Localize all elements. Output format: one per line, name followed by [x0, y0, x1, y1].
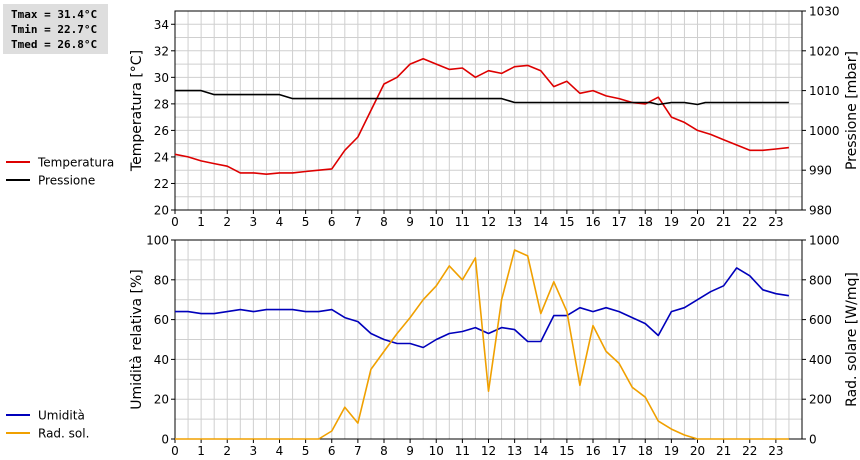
panel2-y-tick-label: 20: [154, 393, 169, 407]
panel1-series-pressione: [175, 89, 789, 106]
panel1-x-tick-label: 10: [429, 215, 444, 229]
panel2-x-tick-label: 10: [429, 444, 444, 458]
panel1-x-tick-label: 16: [585, 215, 600, 229]
panel2-series-rad-sol-: [175, 249, 789, 440]
panel1-x-tick-label: 3: [250, 215, 258, 229]
panel2-y2-tick-label: 1000: [809, 234, 840, 248]
panel1-x-tick-label: 4: [276, 215, 284, 229]
panel1-y-tick-label: 30: [154, 71, 169, 85]
panel2-y-tick-label: 80: [154, 273, 169, 287]
panel1-series-temperatura: [174, 57, 789, 175]
panel2-y2-tick-label: 400: [809, 353, 832, 367]
panel2-legend-label: Rad. sol.: [38, 427, 89, 441]
panel1-y-tick-label: 22: [154, 177, 169, 191]
panel2-y-axis-title: Umidità relativa [%]: [129, 269, 145, 410]
panel2-x-tick-label: 16: [585, 444, 600, 458]
panel1-y2-tick-label: 1020: [809, 44, 840, 58]
panel1-y2-tick-label: 990: [809, 164, 832, 178]
panel2-x-tick-label: 0: [171, 444, 179, 458]
panel1-x-tick-label: 9: [406, 215, 414, 229]
panel2-y-tick-label: 60: [154, 313, 169, 327]
panel1-x-tick-label: 0: [171, 215, 179, 229]
panel2-y2-tick-label: 800: [809, 273, 832, 287]
panel1-y-tick-label: 24: [154, 150, 169, 164]
panel1-x-tick-label: 8: [380, 215, 388, 229]
panel2-x-tick-label: 19: [664, 444, 679, 458]
panel1-x-tick-label: 18: [638, 215, 653, 229]
panel1-x-tick-label: 17: [611, 215, 626, 229]
panel1-x-tick-label: 15: [559, 215, 574, 229]
panel2-y2-tick-label: 600: [809, 313, 832, 327]
panel1-x-tick-label: 14: [533, 215, 548, 229]
panel2-y2-tick-label: 0: [809, 433, 817, 447]
panel2-x-tick-label: 1: [197, 444, 205, 458]
panel1-y2-tick-label: 1030: [809, 5, 840, 19]
panel1-x-tick-label: 22: [742, 215, 757, 229]
panel2-x-tick-label: 11: [455, 444, 470, 458]
panel2-x-tick-label: 6: [328, 444, 336, 458]
panel2-x-tick-label: 9: [406, 444, 414, 458]
panel2-x-tick-label: 21: [716, 444, 731, 458]
panel2-x-tick-label: 3: [250, 444, 258, 458]
panel2-x-tick-label: 7: [354, 444, 362, 458]
panel1-x-tick-label: 11: [455, 215, 470, 229]
tmax-label: Tmax = 31.4°C: [11, 8, 98, 21]
panel2-x-tick-label: 5: [302, 444, 310, 458]
panel2-legend-label: Umidità: [38, 409, 85, 423]
panel1-legend-label: Pressione: [38, 174, 95, 188]
panel1-x-tick-label: 12: [481, 215, 496, 229]
tmed-label: Tmed = 26.8°C: [11, 38, 98, 51]
panel2-x-tick-label: 2: [223, 444, 231, 458]
panel2-x-tick-label: 8: [380, 444, 388, 458]
panel1-y-tick-label: 26: [154, 124, 169, 138]
panel2-y-tick-label: 40: [154, 353, 169, 367]
panel1-x-tick-label: 19: [664, 215, 679, 229]
panel1-legend-label: Temperatura: [37, 156, 114, 170]
panel2-x-tick-label: 17: [611, 444, 626, 458]
panel1-x-tick-label: 6: [328, 215, 336, 229]
panel1-x-tick-label: 13: [507, 215, 522, 229]
panel1-y-tick-label: 32: [154, 44, 169, 58]
panel1-y-tick-label: 20: [154, 204, 169, 218]
panel1-x-tick-label: 7: [354, 215, 362, 229]
panel2-x-tick-label: 22: [742, 444, 757, 458]
panel1-x-tick-label: 20: [690, 215, 705, 229]
panel1-y2-tick-label: 980: [809, 204, 832, 218]
panel1-y2-tick-label: 1010: [809, 84, 840, 98]
panel2-x-tick-label: 20: [690, 444, 705, 458]
tmin-label: Tmin = 22.7°C: [11, 23, 98, 36]
panel2-y-tick-label: 100: [146, 234, 169, 248]
panel1-x-tick-label: 2: [223, 215, 231, 229]
panel1-y2-axis-title: Pressione [mbar]: [844, 51, 860, 170]
panel2-x-tick-label: 15: [559, 444, 574, 458]
panel1-x-tick-label: 21: [716, 215, 731, 229]
stats-box: Tmax = 31.4°C Tmin = 22.7°C Tmed = 26.8°…: [3, 4, 108, 54]
panel2-y-tick-label: 0: [161, 433, 169, 447]
panel1-x-tick-label: 1: [197, 215, 205, 229]
panel2-y2-axis-title: Rad. solare [W/mq]: [844, 272, 860, 407]
panel2-x-tick-label: 23: [768, 444, 783, 458]
panel2-x-tick-label: 12: [481, 444, 496, 458]
panel1-y-axis-title: Temperatura [°C]: [129, 50, 145, 172]
panel2-y2-tick-label: 200: [809, 393, 832, 407]
panel2-x-tick-label: 18: [638, 444, 653, 458]
panel1-y2-tick-label: 1000: [809, 124, 840, 138]
panel1-x-tick-label: 5: [302, 215, 310, 229]
panel2-x-tick-label: 14: [533, 444, 548, 458]
panel1-y-tick-label: 28: [154, 97, 169, 111]
panel1-y-tick-label: 34: [154, 18, 169, 32]
panel2-x-tick-label: 4: [276, 444, 284, 458]
panel2-x-tick-label: 13: [507, 444, 522, 458]
panel1-x-tick-label: 23: [768, 215, 783, 229]
